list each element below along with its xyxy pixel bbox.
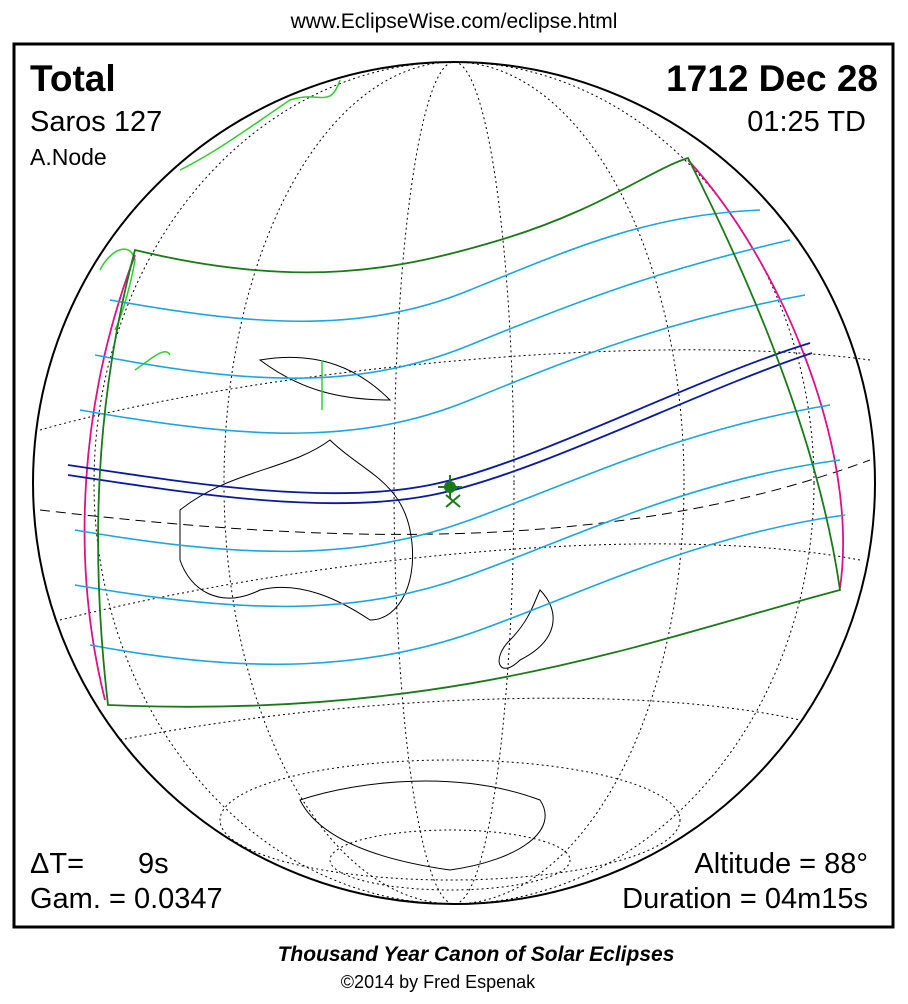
delta-t-label: ΔT=: [30, 848, 84, 880]
duration: Duration = 04m15s: [622, 883, 868, 915]
delta-t: 9s: [138, 848, 169, 880]
date: 1712 Dec 28: [666, 58, 878, 99]
time: 01:25 TD: [747, 106, 866, 138]
altitude: Altitude = 88°: [694, 848, 868, 880]
node: A.Node: [30, 144, 107, 170]
globe: [32, 61, 876, 905]
footer-title: Thousand Year Canon of Solar Eclipses: [278, 943, 675, 966]
url: www.EclipseWise.com/eclipse.html: [290, 10, 618, 33]
copyright: ©2014 by Fred Espenak: [341, 972, 536, 992]
saros: Saros 127: [30, 106, 162, 138]
gamma: Gam. = 0.0347: [30, 883, 223, 915]
eclipse-type: Total: [30, 58, 116, 99]
